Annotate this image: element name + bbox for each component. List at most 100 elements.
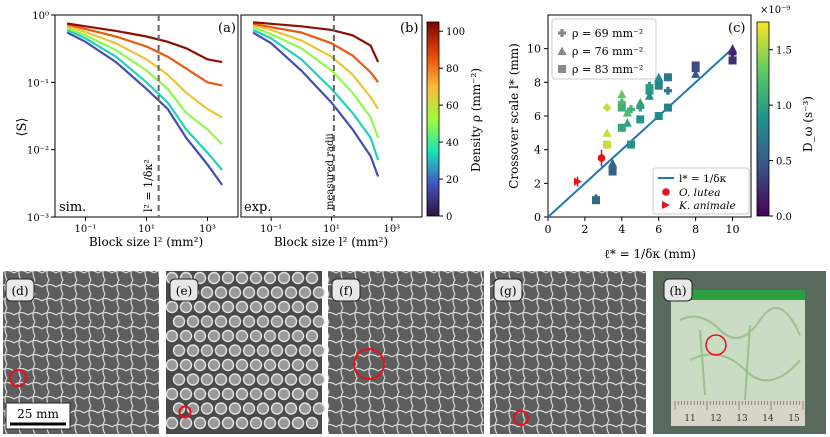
- data-point: [608, 167, 617, 176]
- panel-c-ylabel: Crossover scale l* (mm): [507, 43, 521, 189]
- legend-bottom-item-1: l* = 1/δκ: [679, 173, 727, 185]
- lattice-cell: [235, 271, 249, 285]
- lattice-cell: [193, 416, 207, 430]
- lattice-cell: [165, 416, 179, 430]
- lattice-cell: [270, 344, 284, 357]
- panel-a-xticks: 10⁻¹ 10¹ 10³: [74, 217, 216, 235]
- lattice-cell: [305, 300, 319, 314]
- x-tick-label: 10⁻¹: [74, 224, 96, 235]
- lattice-cell: [228, 286, 242, 299]
- colorbar-tick-label: 100: [446, 27, 465, 38]
- data-point: [691, 69, 701, 78]
- colorbar-tick-label: 20: [446, 175, 459, 186]
- dw-colorbar-label: D_ω (s⁻³): [801, 96, 815, 152]
- panel-b: (b) exp. measured radii Block size l² (m…: [240, 14, 423, 249]
- lattice-cell: [249, 387, 263, 401]
- series-line: [66, 23, 223, 87]
- lattice-cell: [256, 286, 270, 299]
- lattice-cell: [214, 315, 228, 328]
- data-point: [602, 103, 612, 113]
- lattice-cell: [263, 416, 277, 430]
- photo-d-highlight-circle: [9, 369, 27, 387]
- lattice-cell: [312, 315, 326, 328]
- lattice-cell: [277, 300, 291, 314]
- lattice-cell: [277, 387, 291, 401]
- data-point: [728, 56, 737, 65]
- data-point: [654, 72, 664, 82]
- data-point: [728, 49, 737, 58]
- dw-colorbar-bar: [756, 21, 770, 217]
- panel-a-label: (a): [218, 21, 236, 36]
- panel-b-xlabel: Block size l² (mm²): [274, 235, 388, 249]
- lattice-cell: [291, 329, 305, 343]
- lattice-cell: [284, 344, 298, 357]
- legend-circle-icon: [662, 188, 670, 196]
- panel-c-points: [591, 44, 738, 205]
- lattice-cell: [242, 344, 256, 357]
- y-tick-label: 6: [534, 110, 541, 123]
- lattice-cell: [249, 271, 263, 285]
- density-colorbar-bar: [426, 21, 440, 217]
- series-line: [66, 25, 223, 119]
- lattice-cell: [207, 300, 221, 314]
- lattice-cell: [172, 373, 186, 386]
- data-point: [617, 89, 627, 99]
- lattice-cell: [179, 387, 193, 401]
- lattice-cell: [165, 329, 179, 343]
- y-tick-label: 10⁰: [32, 11, 49, 22]
- panel-c: 0 2 4 6 8 10 0 2 4 6 8 10 (c) ℓ* = 1/δκ (mm) Cross…: [507, 14, 752, 261]
- lattice-cell: [179, 416, 193, 430]
- lattice-cell: [228, 344, 242, 357]
- lattice-cell: [193, 329, 207, 343]
- lattice-cell: [200, 402, 214, 415]
- series-line: [252, 31, 380, 177]
- photo-d: (d) 25 mm: [3, 271, 159, 434]
- lattice-cell: [284, 286, 298, 299]
- lattice-cell: [249, 300, 263, 314]
- data-point: [654, 112, 663, 120]
- panel-a: (a) sim. l² = 1/δκ² ⟨S⟩ Block size l² (m…: [15, 11, 239, 249]
- jar-band: [671, 290, 805, 300]
- photo-h: 11 12 13 14 15 (h): [653, 271, 826, 434]
- legend-marker-triangle-icon: [557, 46, 567, 55]
- y-tick-label: 8: [534, 76, 541, 89]
- lattice-cell: [298, 373, 312, 386]
- x-tick-label: 10³: [383, 224, 400, 235]
- data-point: [635, 98, 645, 107]
- lattice-cell: [221, 358, 235, 372]
- lattice-cell: [256, 373, 270, 386]
- lattice-cell: [305, 358, 319, 372]
- organism-point: [597, 154, 606, 162]
- panel-b-corner-tag: exp.: [244, 200, 271, 215]
- lattice-cell: [270, 286, 284, 299]
- legend-red-triangle-icon: [662, 201, 670, 209]
- photo-g-label: (g): [499, 284, 516, 298]
- y-tick-label: 10⁻¹: [27, 78, 49, 89]
- data-point: [617, 98, 626, 107]
- lattice-cell: [242, 402, 256, 415]
- series-line: [252, 24, 380, 110]
- photo-f-label-box: [331, 278, 361, 302]
- y-tick-label: 10⁻²: [27, 146, 49, 157]
- panel-c-yticks: 0 2 4 6 8 10: [527, 43, 548, 224]
- y-tick-label: 0: [534, 211, 541, 224]
- lattice-cell: [270, 315, 284, 328]
- lattice-cell: [277, 416, 291, 430]
- lattice-cell: [207, 329, 221, 343]
- colorbar-tick-label: 60: [446, 101, 459, 112]
- fit-line: [547, 47, 734, 218]
- series-line: [66, 27, 223, 146]
- lattice-cell: [249, 329, 263, 343]
- legend-top-item-3: ρ = 83 mm⁻²: [572, 63, 643, 76]
- ruler-number: 15: [788, 414, 800, 424]
- lattice-cell: [214, 286, 228, 299]
- data-point: [603, 140, 612, 149]
- lattice-cell: [186, 315, 200, 328]
- data-point: [602, 128, 612, 137]
- lattice-cell: [270, 373, 284, 386]
- colorbar-tick-label: 0.5: [776, 157, 792, 168]
- series-line: [66, 22, 223, 64]
- data-point: [622, 108, 632, 117]
- lattice-cell: [291, 387, 305, 401]
